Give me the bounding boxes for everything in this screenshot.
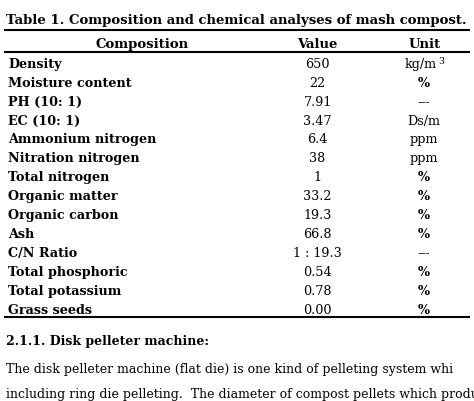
Text: 38: 38 <box>310 152 326 165</box>
Text: kg/m: kg/m <box>404 58 437 71</box>
Text: 0.00: 0.00 <box>303 303 332 316</box>
Text: Ash: Ash <box>8 227 34 240</box>
Text: Grass seeds: Grass seeds <box>8 303 92 316</box>
Text: ppm: ppm <box>410 133 438 146</box>
Text: 1 : 19.3: 1 : 19.3 <box>293 246 342 259</box>
Text: Unit: Unit <box>408 38 440 51</box>
Text: ---: --- <box>418 246 430 259</box>
Text: Total phosphoric: Total phosphoric <box>8 265 128 278</box>
Text: %: % <box>418 265 430 278</box>
Text: 650: 650 <box>305 58 330 71</box>
Text: Organic carbon: Organic carbon <box>8 209 118 221</box>
Text: Total nitrogen: Total nitrogen <box>8 171 109 184</box>
Text: 3.47: 3.47 <box>303 114 332 127</box>
Text: %: % <box>418 77 430 89</box>
Text: 33.2: 33.2 <box>303 190 332 203</box>
Text: ---: --- <box>418 95 430 108</box>
Text: including ring die pelleting.  The diameter of compost pellets which produced: including ring die pelleting. The diamet… <box>6 387 474 399</box>
Text: ppm: ppm <box>410 152 438 165</box>
Text: Ammonium nitrogen: Ammonium nitrogen <box>8 133 156 146</box>
Text: %: % <box>418 284 430 297</box>
Text: %: % <box>418 227 430 240</box>
Text: 2.1.1. Disk pelleter machine:: 2.1.1. Disk pelleter machine: <box>6 334 209 347</box>
Text: 1: 1 <box>314 171 321 184</box>
Text: Organic matter: Organic matter <box>8 190 118 203</box>
Text: Table 1. Composition and chemical analyses of mash compost.: Table 1. Composition and chemical analys… <box>6 14 466 27</box>
Text: Composition: Composition <box>96 38 189 51</box>
Text: %: % <box>418 209 430 221</box>
Text: PH (10: 1): PH (10: 1) <box>8 95 82 108</box>
Text: EC (10: 1): EC (10: 1) <box>8 114 80 127</box>
Text: %: % <box>418 171 430 184</box>
Text: 0.78: 0.78 <box>303 284 332 297</box>
Text: Value: Value <box>297 38 338 51</box>
Text: 6.4: 6.4 <box>308 133 328 146</box>
Text: 66.8: 66.8 <box>303 227 332 240</box>
Text: Moisture content: Moisture content <box>8 77 132 89</box>
Text: 3: 3 <box>438 57 444 65</box>
Text: Ds/m: Ds/m <box>408 114 441 127</box>
Text: 0.54: 0.54 <box>303 265 332 278</box>
Text: Density: Density <box>8 58 62 71</box>
Text: Nitration nitrogen: Nitration nitrogen <box>8 152 140 165</box>
Text: C/N Ratio: C/N Ratio <box>8 246 77 259</box>
Text: 22: 22 <box>310 77 326 89</box>
Text: The disk pelleter machine (flat die) is one kind of pelleting system whi: The disk pelleter machine (flat die) is … <box>6 362 453 375</box>
Text: 7.91: 7.91 <box>303 95 332 108</box>
Text: 19.3: 19.3 <box>303 209 332 221</box>
Text: %: % <box>418 190 430 203</box>
Text: %: % <box>418 303 430 316</box>
Text: Total potassium: Total potassium <box>8 284 121 297</box>
